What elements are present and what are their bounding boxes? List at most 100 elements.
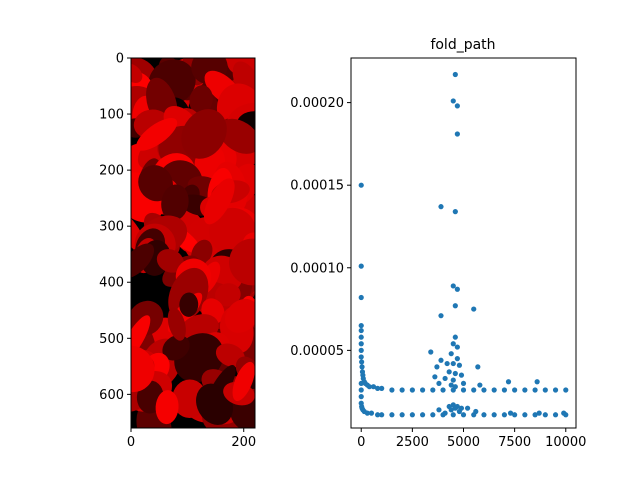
scatter-x-tick-label: 7500 xyxy=(498,435,531,450)
heatmap-panel: 0 200 0 100 200 300 400 500 600 xyxy=(99,52,256,451)
scatter-point xyxy=(512,387,518,393)
scatter-point xyxy=(542,387,548,393)
scatter-point xyxy=(522,387,528,393)
scatter-point xyxy=(442,410,448,416)
scatter-point xyxy=(471,387,477,393)
scatter-point xyxy=(563,387,569,393)
scatter-point xyxy=(370,384,377,390)
scatter-point xyxy=(436,407,442,413)
heatmap-y-axis: 0 100 200 300 400 500 600 xyxy=(99,52,131,403)
scatter-panel: fold_path 0 2500 5000 7500 10000 0.000050.00… xyxy=(290,37,586,450)
heatmap-x-tick-label: 200 xyxy=(231,435,256,450)
scatter-point xyxy=(552,412,559,418)
scatter-point xyxy=(534,379,540,385)
heatmap-grain xyxy=(228,238,255,286)
heatmap-cells xyxy=(131,58,255,428)
scatter-point xyxy=(460,412,467,418)
scatter-point xyxy=(501,412,508,418)
heatmap-grain xyxy=(131,243,155,278)
scatter-point xyxy=(450,360,456,367)
scatter-point xyxy=(358,341,364,347)
scatter-point xyxy=(450,377,456,383)
scatter-point xyxy=(454,286,460,292)
scatter-x-tick-label: 2500 xyxy=(396,435,429,450)
scatter-point xyxy=(454,131,460,137)
heatmap-grain xyxy=(224,298,255,333)
scatter-point xyxy=(542,412,548,418)
scatter-point xyxy=(473,408,479,415)
scatter-point xyxy=(460,380,467,387)
scatter-y-tick-label: 0.00020 xyxy=(290,96,344,111)
scatter-point xyxy=(460,387,467,393)
scatter-point xyxy=(379,385,385,391)
scatter-x-tick-label: 5000 xyxy=(447,435,480,450)
heatmap-block xyxy=(131,223,255,326)
scatter-point xyxy=(358,354,364,360)
heatmap-grain xyxy=(161,184,189,221)
scatter-point xyxy=(389,412,395,418)
scatter-point xyxy=(454,344,460,350)
scatter-points xyxy=(358,71,569,418)
heatmap-y-tick-label: 500 xyxy=(99,332,124,347)
scatter-point xyxy=(454,103,460,109)
scatter-point xyxy=(358,322,364,329)
scatter-point xyxy=(374,412,381,418)
scatter-point xyxy=(450,98,456,104)
scatter-point xyxy=(358,387,364,393)
scatter-point xyxy=(358,327,364,334)
scatter-point xyxy=(436,380,442,387)
heatmap-grain xyxy=(218,118,255,154)
scatter-point xyxy=(389,387,395,393)
heatmap-grain xyxy=(131,345,155,393)
scatter-point xyxy=(536,410,542,416)
scatter-point xyxy=(471,306,477,312)
heatmap-y-tick-label: 300 xyxy=(99,220,124,235)
heatmap-grain xyxy=(162,335,190,361)
heatmap-grain xyxy=(179,292,199,317)
heatmap-grain xyxy=(138,165,173,202)
scatter-x-tick-label: 0 xyxy=(357,435,365,450)
heatmap-block xyxy=(131,345,255,428)
scatter-point xyxy=(434,364,440,370)
scatter-point xyxy=(368,410,375,416)
heatmap-grain xyxy=(167,307,186,341)
scatter-point xyxy=(359,364,365,370)
scatter-point xyxy=(446,369,452,375)
scatter-point xyxy=(532,412,538,418)
scatter-point xyxy=(452,384,458,390)
scatter-point xyxy=(452,303,458,309)
scatter-point xyxy=(358,334,364,340)
scatter-y-axis: 0.00005 0.00010 0.00015 0.00020 xyxy=(290,96,351,359)
scatter-point xyxy=(409,387,415,393)
heatmap-y-tick-label: 600 xyxy=(99,388,124,403)
heatmap-grain xyxy=(189,85,213,115)
scatter-point xyxy=(552,387,559,393)
scatter-point xyxy=(454,356,460,362)
scatter-point xyxy=(532,387,538,393)
scatter-point xyxy=(358,347,364,353)
scatter-point xyxy=(419,387,426,393)
heatmap-frame xyxy=(130,57,256,429)
scatter-point xyxy=(452,71,458,78)
heatmap-y-tick-label: 100 xyxy=(99,108,124,123)
scatter-point xyxy=(358,294,364,301)
scatter-point xyxy=(399,412,405,418)
scatter-point xyxy=(450,341,456,347)
scatter-point xyxy=(448,382,454,388)
scatter-y-tick-label: 0.00015 xyxy=(290,179,344,194)
heatmap-grain xyxy=(136,118,178,151)
scatter-x-tick-label: 10000 xyxy=(545,435,586,450)
scatter-y-tick-label: 0.00005 xyxy=(290,344,344,359)
scatter-point xyxy=(501,387,508,393)
heatmap-grain xyxy=(156,249,184,273)
scatter-point xyxy=(379,412,385,418)
heatmap-x-axis: 0 200 xyxy=(127,428,256,450)
scatter-point xyxy=(458,372,465,378)
scatter-point xyxy=(399,387,405,393)
heatmap-grain xyxy=(131,315,151,363)
scatter-point xyxy=(359,359,365,365)
scatter-point xyxy=(409,412,415,418)
heatmap-x-tick-label: 0 xyxy=(127,435,135,450)
scatter-point xyxy=(481,387,487,393)
heatmap-grain xyxy=(181,109,227,159)
